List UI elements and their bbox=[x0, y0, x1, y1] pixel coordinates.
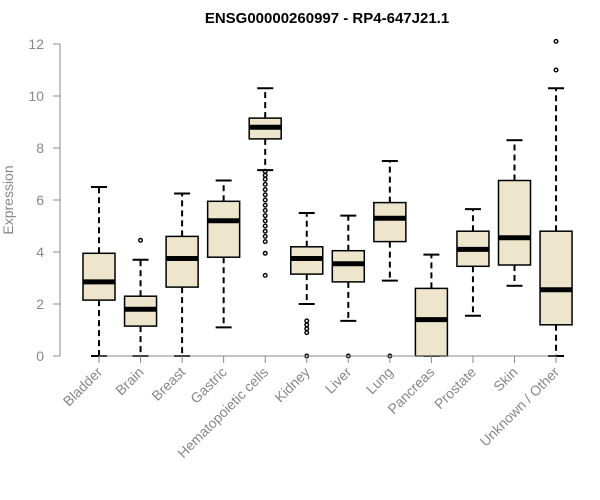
box-pancreas bbox=[414, 253, 449, 357]
y-tick-label: 4 bbox=[36, 244, 44, 260]
box-prostate bbox=[456, 208, 490, 317]
x-tick-label-prostate: Prostate bbox=[431, 364, 479, 412]
box-brain bbox=[123, 237, 158, 357]
outlier-point bbox=[262, 202, 268, 208]
outlier-point bbox=[138, 237, 144, 243]
x-tick-label-bladder: Bladder bbox=[60, 364, 106, 410]
chart-title: ENSG00000260997 - RP4-647J21.1 bbox=[205, 10, 449, 27]
box-bladder bbox=[82, 186, 116, 357]
outlier-point bbox=[262, 172, 268, 178]
box-lung bbox=[373, 160, 407, 359]
outlier-point bbox=[262, 239, 268, 245]
y-tick-label: 12 bbox=[28, 36, 44, 52]
x-tick-label-kidney: Kidney bbox=[271, 364, 313, 406]
x-tick-label-unknown-other: Unknown / Other bbox=[477, 364, 563, 450]
outlier-point bbox=[262, 213, 268, 219]
outlier-point bbox=[304, 330, 310, 336]
outlier-point bbox=[262, 187, 268, 193]
box-breast bbox=[165, 192, 199, 357]
box-kidney bbox=[290, 212, 324, 359]
y-axis: 0 2 4 6 8 10 12 bbox=[28, 36, 61, 364]
y-tick-label: 6 bbox=[36, 192, 44, 208]
outlier-point bbox=[262, 218, 268, 224]
y-tick-label: 8 bbox=[36, 140, 44, 156]
outlier-point bbox=[553, 38, 559, 44]
plot-area bbox=[82, 38, 573, 359]
box-skin bbox=[497, 139, 532, 287]
box-liver bbox=[331, 214, 366, 359]
y-axis-label: Expression bbox=[0, 165, 16, 234]
box-iqr bbox=[539, 230, 573, 326]
outlier-point bbox=[553, 67, 559, 73]
outlier-point bbox=[262, 272, 268, 278]
outlier-point bbox=[304, 326, 310, 332]
x-tick-label-breast: Breast bbox=[148, 364, 188, 404]
outlier-point bbox=[262, 223, 268, 229]
box-gastric bbox=[206, 179, 241, 329]
outlier-point bbox=[262, 197, 268, 203]
outlier-point bbox=[262, 181, 268, 187]
x-tick-label-liver: Liver bbox=[322, 364, 355, 397]
box-iqr bbox=[414, 287, 449, 357]
outlier-point bbox=[304, 318, 310, 324]
outlier-point bbox=[262, 176, 268, 182]
outlier-point bbox=[262, 250, 268, 256]
box-iqr bbox=[497, 179, 532, 266]
x-tick-label-brain: Brain bbox=[112, 364, 146, 398]
y-tick-label: 2 bbox=[36, 296, 44, 312]
box-iqr bbox=[331, 249, 366, 283]
outlier-point bbox=[304, 322, 310, 328]
box-iqr bbox=[165, 235, 199, 288]
box-iqr bbox=[206, 200, 241, 258]
y-tick-label: 0 bbox=[36, 348, 44, 364]
y-tick-label: 10 bbox=[28, 88, 44, 104]
box-unknown-other bbox=[539, 38, 573, 357]
outlier-point bbox=[262, 233, 268, 239]
outlier-point bbox=[262, 168, 268, 174]
x-tick-label-lung: Lung bbox=[363, 364, 396, 397]
outlier-point bbox=[262, 228, 268, 234]
box-iqr bbox=[82, 252, 116, 301]
x-tick-label-skin: Skin bbox=[490, 364, 521, 395]
box-hematopoietic-cells bbox=[248, 87, 282, 278]
outlier-point bbox=[262, 192, 268, 198]
outlier-point bbox=[262, 207, 268, 213]
box-iqr bbox=[373, 201, 407, 243]
